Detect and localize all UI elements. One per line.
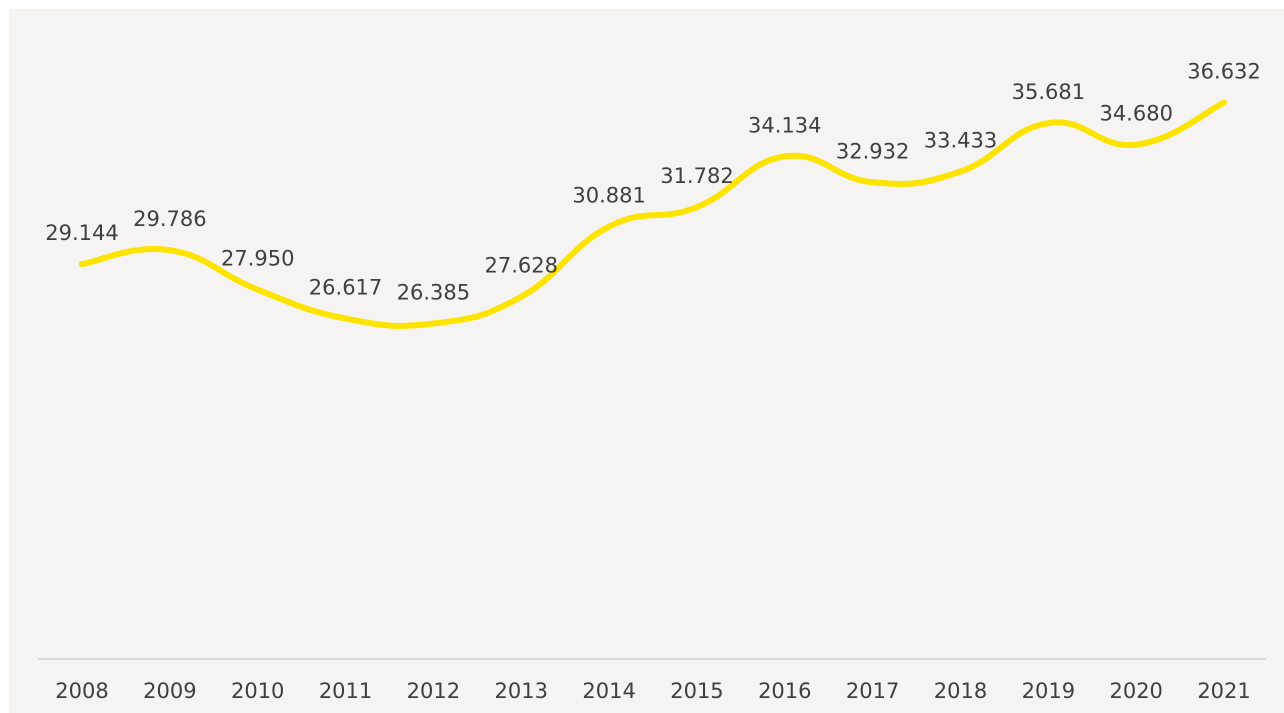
x-tick-label-2008: 2008 [55,679,108,703]
data-point-2011 [343,315,349,321]
x-axis-tick-labels: 2008 2009 2010 2011 2012 2013 2014 2015 2016 2017… [55,679,1251,703]
data-point-2016 [782,153,788,159]
data-label-2012: 26.385 [397,280,470,304]
x-tick-label-2009: 2009 [143,679,196,703]
data-label-2010: 27.950 [221,247,294,271]
data-point-2010 [255,287,261,293]
data-point-2020 [1133,142,1139,148]
data-point-2008 [79,261,85,267]
data-labels: 29.144 29.786 27.950 26.617 26.385 27.628 30.8… [45,60,1261,305]
x-tick-label-2017: 2017 [846,679,899,703]
x-tick-label-2011: 2011 [319,679,372,703]
data-point-2021 [1221,100,1227,106]
data-label-2020: 34.680 [1099,102,1172,126]
data-label-2019: 35.681 [1012,80,1085,104]
x-tick-label-2016: 2016 [758,679,811,703]
data-label-2014: 30.881 [572,184,645,208]
data-label-2011: 26.617 [309,275,382,299]
data-point-2018 [958,169,964,175]
data-point-2017 [870,179,876,185]
x-tick-label-2015: 2015 [670,679,723,703]
data-label-2009: 29.786 [133,207,206,231]
data-point-2012 [430,320,436,326]
data-label-2018: 33.433 [924,129,997,153]
data-label-2015: 31.782 [660,164,733,188]
data-point-2009 [167,247,173,253]
x-tick-label-2021: 2021 [1197,679,1250,703]
data-label-2008: 29.144 [45,221,118,245]
data-label-2021: 36.632 [1187,60,1260,84]
data-point-2015 [694,204,700,210]
data-point-2014 [606,224,612,230]
x-tick-label-2012: 2012 [407,679,460,703]
data-label-2016: 34.134 [748,113,821,137]
data-label-2017: 32.932 [836,139,909,163]
x-tick-label-2020: 2020 [1109,679,1162,703]
series-line [79,99,1227,329]
data-label-2013: 27.628 [485,254,558,278]
x-tick-label-2010: 2010 [231,679,284,703]
data-point-2013 [518,294,524,300]
x-tick-label-2018: 2018 [934,679,987,703]
x-tick-label-2019: 2019 [1022,679,1075,703]
data-point-2019 [1045,120,1051,126]
x-tick-label-2014: 2014 [582,679,635,703]
x-tick-label-2013: 2013 [495,679,548,703]
